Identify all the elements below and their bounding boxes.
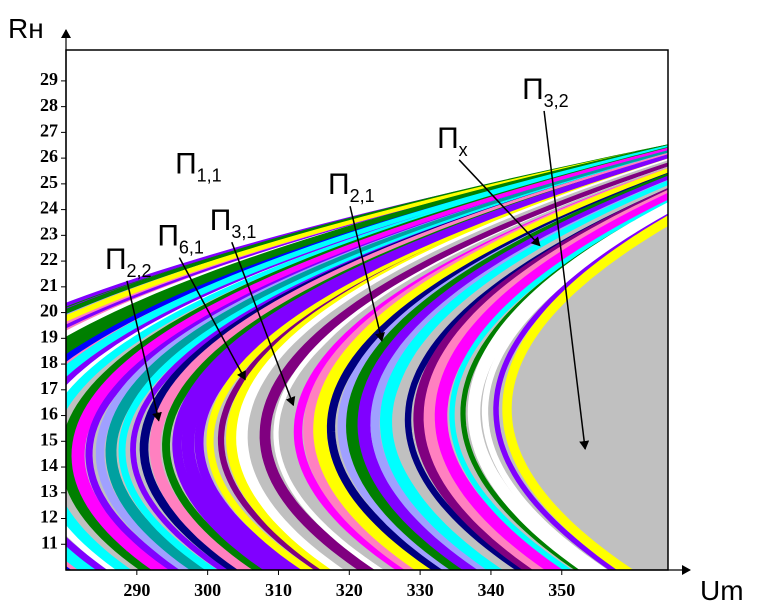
y-tick-label: 22 <box>40 249 58 269</box>
band <box>273 166 668 570</box>
annotation-subscript: 6,1 <box>179 238 204 258</box>
x-tick-label: 350 <box>548 580 575 600</box>
band <box>282 166 668 570</box>
annotation-subscript: 3,1 <box>231 222 256 242</box>
annotation-arrow <box>458 159 541 247</box>
band <box>460 202 668 570</box>
x-tick-label: 300 <box>194 580 221 600</box>
annotation-arrow <box>178 257 246 381</box>
annotation-subscript: 2,2 <box>127 261 152 281</box>
x-tick-label: 340 <box>477 580 504 600</box>
x-tick-label: 330 <box>407 580 434 600</box>
band <box>206 158 668 570</box>
annotation-subscript: 1,1 <box>197 166 222 186</box>
y-tick-label: 17 <box>40 378 58 398</box>
band <box>259 162 668 570</box>
annotation-symbol: П <box>157 220 179 253</box>
annotation: Пx <box>437 122 468 160</box>
y-tick-label: 19 <box>40 326 58 346</box>
y-tick-label: 11 <box>41 532 58 552</box>
band <box>357 175 668 570</box>
band <box>467 202 668 570</box>
y-tick-label: 21 <box>40 275 58 295</box>
y-tick-label: 15 <box>40 429 58 449</box>
annotation-subscript: 3,2 <box>544 91 569 111</box>
band <box>404 188 668 570</box>
annotation: П2,2 <box>105 243 152 281</box>
band <box>393 185 668 570</box>
band <box>313 168 668 570</box>
annotation-symbol: П <box>522 73 544 106</box>
x-tick-label: 290 <box>123 580 150 600</box>
y-tick-label: 12 <box>40 507 58 527</box>
annotation-arrow <box>231 241 296 407</box>
band <box>105 150 668 570</box>
band <box>149 152 668 570</box>
band <box>118 152 668 570</box>
annotation-subscript: x <box>459 140 468 160</box>
y-tick-label: 20 <box>40 301 58 321</box>
annotation-symbol: П <box>175 148 197 181</box>
band <box>379 180 668 570</box>
y-tick-label: 24 <box>40 198 58 218</box>
annotation-symbol: П <box>105 243 127 276</box>
y-tick-label: 25 <box>40 172 58 192</box>
band <box>493 213 668 570</box>
y-tick-label: 29 <box>40 69 58 89</box>
band <box>502 215 668 570</box>
y-tick-label: 23 <box>40 223 58 243</box>
band <box>326 172 668 570</box>
x-axis-label: Um <box>700 575 744 606</box>
band <box>449 199 668 570</box>
y-tick-label: 27 <box>40 121 58 141</box>
region-bands <box>66 144 668 570</box>
band <box>434 192 668 570</box>
y-tick-label: 28 <box>40 95 58 115</box>
annotation-arrow <box>543 110 590 451</box>
annotation-arrow <box>349 205 385 342</box>
annotation-symbol: П <box>437 122 459 155</box>
y-tick-label: 16 <box>40 404 58 424</box>
annotation: П1,1 <box>175 148 222 186</box>
band <box>71 147 668 570</box>
y-axis-label: Rн <box>8 13 44 44</box>
band <box>194 156 668 570</box>
annotation: П2,1 <box>328 168 375 206</box>
band <box>481 209 668 570</box>
annotation-subscript: 2,1 <box>350 186 375 206</box>
y-tick-label: 13 <box>40 481 58 501</box>
annotation-symbol: П <box>210 204 232 237</box>
ticks: 11 12 13 14 15 16 17 18 19 20 21 22 23 24 25 26 27 28 29 29… <box>40 69 575 600</box>
annotation-symbol: П <box>328 168 350 201</box>
annotation-arrow <box>126 280 162 422</box>
annotation: П6,1 <box>157 220 204 258</box>
x-tick-label: 320 <box>336 580 363 600</box>
annotation: П3,1 <box>210 204 257 242</box>
y-tick-label: 18 <box>40 352 58 372</box>
y-tick-label: 26 <box>40 146 58 166</box>
y-tick-label: 14 <box>40 455 58 475</box>
annotation: П3,2 <box>522 73 569 111</box>
x-tick-label: 310 <box>265 580 292 600</box>
band <box>423 189 668 570</box>
